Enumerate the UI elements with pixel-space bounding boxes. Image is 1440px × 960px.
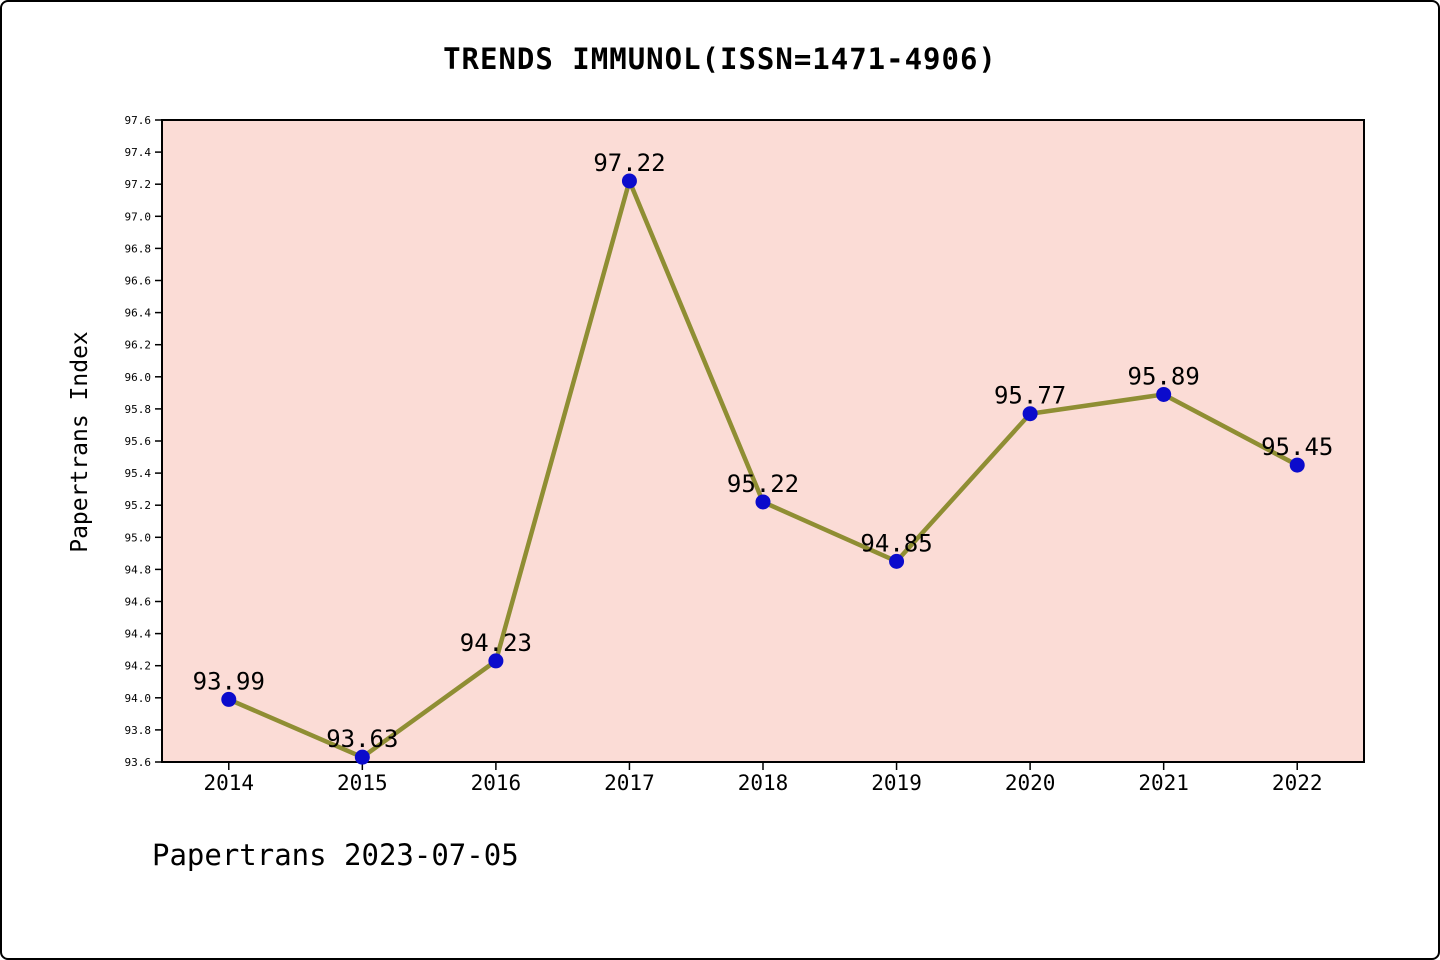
x-tick-label: 2018 xyxy=(738,771,789,795)
y-tick-label: 96.2 xyxy=(125,339,152,352)
x-tick-label: 2022 xyxy=(1272,771,1323,795)
point-value-label: 95.77 xyxy=(994,382,1066,410)
x-tick-label: 2014 xyxy=(203,771,254,795)
point-value-label: 94.85 xyxy=(860,529,932,557)
y-tick-label: 95.0 xyxy=(125,531,152,544)
y-axis-label: Papertrans Index xyxy=(67,331,93,553)
y-tick-label: 96.0 xyxy=(125,371,152,384)
data-point xyxy=(488,653,504,669)
data-point xyxy=(755,494,771,510)
point-value-label: 93.63 xyxy=(326,725,398,753)
data-point xyxy=(1022,406,1038,422)
point-value-label: 97.22 xyxy=(593,149,665,177)
plot-area xyxy=(161,119,1365,763)
x-tick-label: 2015 xyxy=(337,771,388,795)
data-point xyxy=(354,749,370,765)
point-value-label: 95.22 xyxy=(727,470,799,498)
y-tick-label: 94.2 xyxy=(125,660,152,673)
y-tick-label: 95.6 xyxy=(125,435,152,448)
y-tick-label: 96.8 xyxy=(125,242,152,255)
y-tick-label: 97.6 xyxy=(125,114,152,127)
y-tick-label: 95.2 xyxy=(125,499,152,512)
x-tick-label: 2019 xyxy=(871,771,922,795)
point-value-label: 95.45 xyxy=(1261,433,1333,461)
point-value-label: 94.23 xyxy=(460,629,532,657)
data-point xyxy=(1156,386,1172,402)
y-tick-label: 96.4 xyxy=(125,307,152,320)
x-tick-label: 2020 xyxy=(1005,771,1056,795)
y-tick-label: 97.4 xyxy=(125,146,152,159)
y-tick-label: 94.6 xyxy=(125,596,152,609)
x-tick-label: 2016 xyxy=(471,771,522,795)
y-tick-label: 93.6 xyxy=(125,756,152,769)
y-tick-label: 95.8 xyxy=(125,403,152,416)
y-tick-label: 94.4 xyxy=(125,628,152,641)
data-point xyxy=(1289,457,1305,473)
data-point xyxy=(621,173,637,189)
y-tick-label: 97.2 xyxy=(125,178,152,191)
y-tick-label: 93.8 xyxy=(125,724,152,737)
point-value-label: 93.99 xyxy=(193,667,265,695)
x-tick-label: 2017 xyxy=(604,771,655,795)
point-value-label: 95.89 xyxy=(1128,362,1200,390)
y-tick-label: 96.6 xyxy=(125,275,152,288)
y-tick-label: 97.0 xyxy=(125,210,152,223)
chart-title: TRENDS IMMUNOL(ISSN=1471-4906) xyxy=(443,42,997,76)
data-point xyxy=(889,553,905,569)
y-tick-label: 94.0 xyxy=(125,692,152,705)
y-tick-label: 95.4 xyxy=(125,467,152,480)
x-tick-label: 2021 xyxy=(1138,771,1189,795)
watermark-text: Papertrans 2023-07-05 xyxy=(152,838,519,872)
data-point xyxy=(221,691,237,707)
y-tick-label: 94.8 xyxy=(125,563,152,576)
